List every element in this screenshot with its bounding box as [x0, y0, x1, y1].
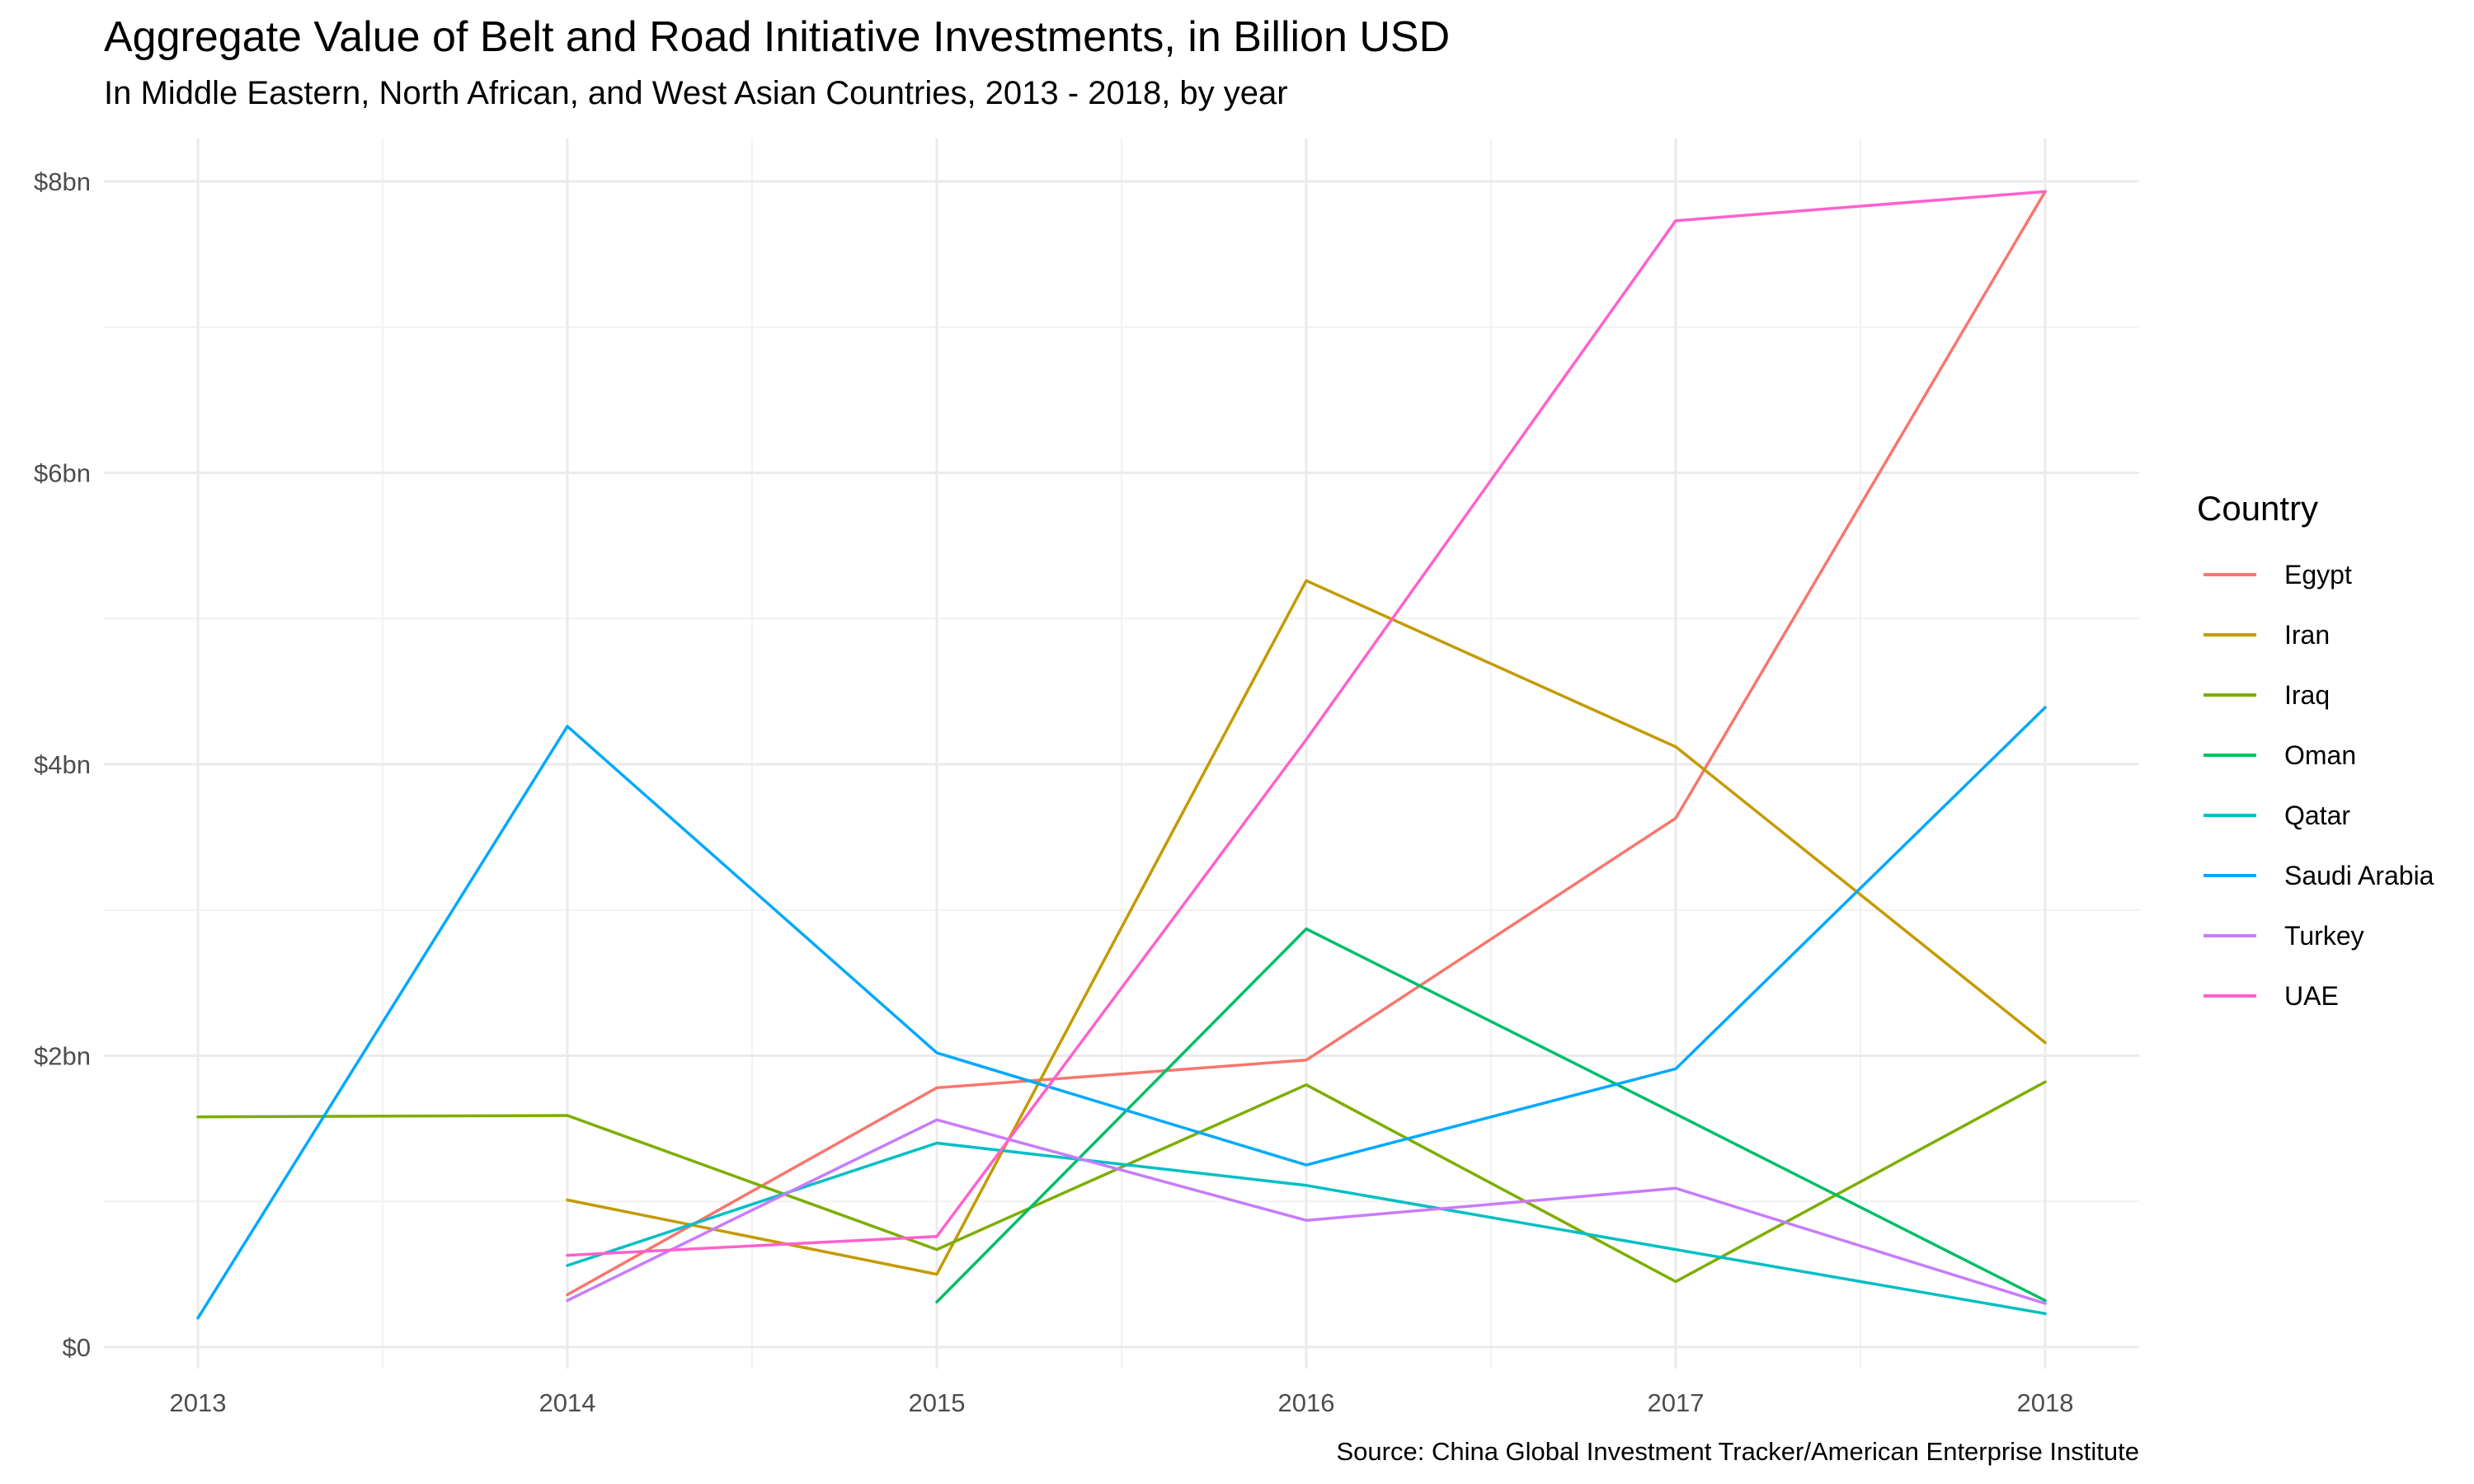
chart-caption: Source: China Global Investment Tracker/… [1337, 1437, 2140, 1466]
series-line-iran [566, 579, 2047, 1276]
y-tick-label: $6bn [34, 459, 91, 488]
x-tick-label: 2015 [909, 1388, 966, 1417]
x-tick-label: 2016 [1278, 1388, 1335, 1417]
y-tick-label: $8bn [34, 167, 91, 196]
minor-gridlines [104, 139, 2139, 1369]
x-axis-tick-labels: 2013 2014 2015 2016 2017 2018 [170, 1388, 2074, 1417]
legend-label-saudi-arabia: Saudi Arabia [2284, 861, 2434, 890]
y-tick-label: $2bn [34, 1042, 91, 1071]
series-line-turkey [566, 1118, 2047, 1305]
legend-items: Egypt Iran Iraq Oman Qatar Saudi Arabia Turkey… [2204, 560, 2434, 1011]
legend-label-egypt: Egypt [2284, 560, 2352, 589]
series-line-uae [566, 190, 2047, 1257]
legend-label-turkey: Turkey [2284, 921, 2364, 951]
y-tick-label: $4bn [34, 750, 91, 779]
y-tick-label: $0 [63, 1333, 91, 1362]
legend-title: Country [2197, 489, 2318, 528]
series-lines [196, 190, 2047, 1320]
series-line-oman [935, 927, 2047, 1303]
legend-label-uae: UAE [2284, 981, 2339, 1011]
x-tick-label: 2017 [1648, 1388, 1705, 1417]
legend-label-iraq: Iraq [2284, 680, 2330, 710]
major-gridlines [104, 139, 2139, 1369]
chart-title: Aggregate Value of Belt and Road Initiat… [104, 13, 1450, 61]
series-line-saudi-arabia [196, 706, 2047, 1320]
y-axis-tick-labels: $0 $2bn $4bn $6bn $8bn [34, 167, 91, 1362]
chart-subtitle: In Middle Eastern, North African, and We… [104, 75, 1288, 111]
x-tick-label: 2014 [539, 1388, 596, 1417]
legend-label-iran: Iran [2284, 620, 2330, 650]
series-line-qatar [566, 1141, 2047, 1316]
series-line-iraq [196, 1080, 2047, 1284]
x-tick-label: 2018 [2017, 1388, 2074, 1417]
series-line-egypt [566, 190, 2047, 1297]
legend-label-oman: Oman [2284, 740, 2356, 770]
x-tick-label: 2013 [170, 1388, 227, 1417]
legend: Country Egypt Iran Iraq Oman Qatar Saudi Arab… [2197, 489, 2434, 1011]
legend-label-qatar: Qatar [2284, 801, 2350, 830]
